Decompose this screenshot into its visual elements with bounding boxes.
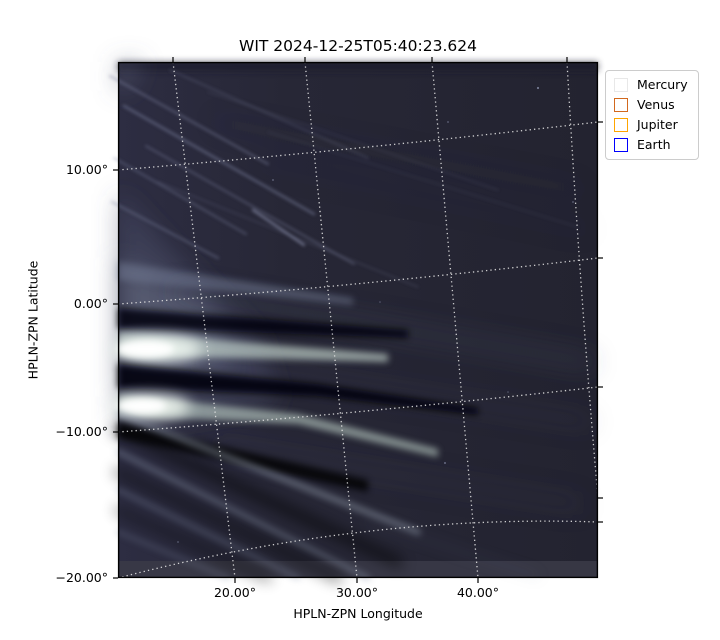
legend-entry-venus: Venus bbox=[614, 97, 688, 113]
venus-swatch-icon bbox=[614, 98, 628, 112]
jupiter-swatch-icon bbox=[614, 118, 628, 132]
x-tick-label: 20.00° bbox=[213, 585, 257, 600]
lower-ray-fan bbox=[113, 411, 540, 583]
plot-title: WIT 2024-12-25T05:40:23.624 bbox=[239, 37, 477, 55]
legend-label: Venus bbox=[637, 97, 675, 112]
y-tick-label: 10.00° bbox=[65, 162, 108, 177]
earth-swatch-icon bbox=[614, 138, 628, 152]
legend-label: Mercury bbox=[637, 77, 688, 92]
coordinate-grid bbox=[117, 61, 599, 579]
legend-label: Jupiter bbox=[637, 117, 678, 132]
legend: Mercury Venus Jupiter Earth bbox=[605, 70, 699, 160]
x-tick-label: 30.00° bbox=[335, 585, 379, 600]
legend-entry-earth: Earth bbox=[614, 137, 688, 153]
diagonal-streaks bbox=[108, 69, 579, 288]
y-tick-label: −10.00° bbox=[55, 424, 108, 439]
legend-label: Earth bbox=[637, 137, 671, 152]
y-tick-label: 0.00° bbox=[73, 296, 108, 311]
y-tick-label: −20.00° bbox=[55, 570, 108, 585]
axis-ticks bbox=[113, 57, 603, 583]
plot-area[interactable] bbox=[108, 57, 603, 583]
stars bbox=[177, 86, 574, 543]
mercury-swatch-icon bbox=[614, 78, 628, 92]
y-axis-label: HPLN-ZPN Latitude bbox=[25, 260, 41, 380]
wit-heliospheric-image bbox=[108, 57, 603, 583]
x-tick-label: 40.00° bbox=[456, 585, 500, 600]
axes-spine bbox=[117, 61, 599, 579]
faint-wisps bbox=[171, 118, 595, 510]
legend-entry-jupiter: Jupiter bbox=[614, 117, 688, 133]
legend-entry-mercury: Mercury bbox=[614, 77, 688, 93]
streamer-fan bbox=[110, 262, 478, 492]
x-axis-label: HPLN-ZPN Longitude bbox=[293, 606, 423, 621]
